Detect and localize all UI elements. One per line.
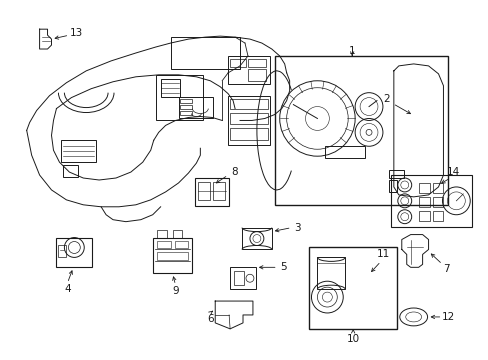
Bar bbox=[247, 69, 265, 81]
Bar bbox=[155, 75, 203, 121]
Bar bbox=[61, 140, 96, 162]
Bar bbox=[180, 99, 192, 103]
Text: 7: 7 bbox=[442, 264, 449, 274]
Text: 13: 13 bbox=[70, 28, 83, 38]
Bar bbox=[230, 267, 255, 289]
Text: 14: 14 bbox=[446, 167, 459, 177]
Bar bbox=[247, 59, 265, 67]
Bar bbox=[180, 105, 192, 109]
Bar bbox=[432, 211, 443, 221]
Bar bbox=[230, 113, 267, 125]
Text: 12: 12 bbox=[441, 312, 454, 322]
Text: 6: 6 bbox=[206, 314, 213, 324]
Bar bbox=[418, 183, 428, 193]
Bar bbox=[418, 197, 428, 207]
Text: 3: 3 bbox=[294, 222, 300, 233]
Bar bbox=[174, 240, 188, 248]
Bar bbox=[418, 211, 428, 221]
Bar bbox=[388, 180, 396, 192]
Bar bbox=[156, 230, 166, 238]
Bar bbox=[309, 247, 396, 329]
Bar bbox=[178, 96, 213, 118]
Bar bbox=[432, 197, 443, 207]
Bar bbox=[180, 111, 192, 114]
Bar bbox=[213, 182, 224, 200]
Text: 10: 10 bbox=[346, 334, 359, 344]
Bar bbox=[172, 230, 182, 238]
Bar bbox=[156, 252, 188, 260]
Bar bbox=[152, 238, 192, 273]
Bar bbox=[63, 165, 78, 177]
Bar bbox=[59, 246, 66, 257]
Text: 11: 11 bbox=[377, 249, 390, 260]
Bar bbox=[325, 146, 365, 158]
Bar bbox=[274, 56, 447, 205]
Bar bbox=[170, 37, 240, 69]
Text: 4: 4 bbox=[64, 284, 71, 294]
Text: 5: 5 bbox=[280, 262, 286, 272]
Text: 8: 8 bbox=[230, 167, 237, 177]
Bar bbox=[242, 228, 271, 249]
Bar bbox=[317, 257, 345, 289]
Bar bbox=[195, 178, 229, 206]
Bar bbox=[230, 129, 267, 140]
Bar bbox=[230, 59, 245, 67]
Bar bbox=[432, 183, 443, 193]
Text: 9: 9 bbox=[172, 286, 179, 296]
Bar bbox=[228, 96, 269, 145]
Text: 1: 1 bbox=[348, 46, 355, 56]
Bar bbox=[161, 79, 180, 96]
Bar bbox=[234, 271, 244, 285]
Bar bbox=[230, 99, 267, 109]
Bar bbox=[156, 240, 170, 248]
Text: 2: 2 bbox=[383, 94, 389, 104]
Bar bbox=[198, 182, 210, 200]
Bar bbox=[228, 56, 269, 84]
Bar bbox=[390, 175, 471, 227]
Bar bbox=[388, 170, 403, 178]
Bar bbox=[56, 238, 92, 267]
